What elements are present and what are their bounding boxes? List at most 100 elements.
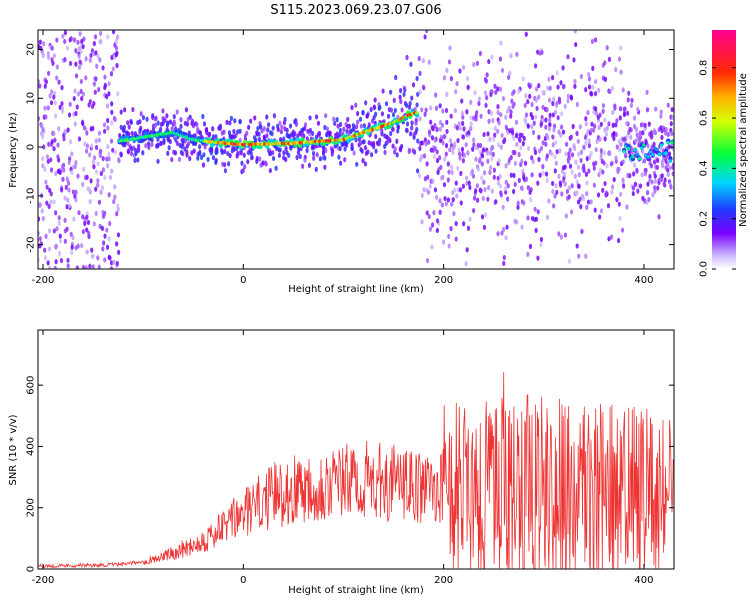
heatmap-cell [641,150,645,156]
heatmap-cell [374,111,378,117]
heatmap-cell [38,216,41,222]
heatmap-cell [161,108,165,114]
heatmap-cell [60,187,64,193]
heatmap-cell [520,132,524,138]
heatmap-cell [240,160,244,166]
colorbar-ticks: 0.0 0.2 0.4 0.6 0.8 [699,60,736,277]
heatmap-cell [621,159,625,165]
heatmap-cell [582,144,586,151]
heatmap-cell [467,130,471,136]
heatmap-cell [485,72,489,78]
heatmap-cell [529,197,533,203]
heatmap-cell [521,141,525,147]
heatmap-cell [425,258,430,264]
heatmap-cell [238,128,242,134]
heatmap-cell [480,175,484,181]
heatmap-cell [338,146,342,152]
heatmap-cell [52,228,56,234]
heatmap-cell [440,202,444,208]
heatmap-cell [88,57,92,63]
heatmap-cell [490,89,494,95]
heatmap-cell [641,130,645,136]
heatmap-cell [574,41,578,48]
heatmap-cell [383,149,387,156]
heatmap-cell [58,233,62,239]
heatmap-cell [442,182,447,188]
heatmap-cell [96,177,100,184]
heatmap-cell [450,164,454,170]
heatmap-cell [271,150,275,156]
heatmap-cell [107,192,111,198]
heatmap-cell [101,65,105,71]
heatmap-cell [381,88,385,94]
heatmap-cell [493,132,497,138]
heatmap-cell [57,126,61,132]
heatmap-cell [64,184,68,190]
heatmap-cell [650,179,654,185]
heatmap-cell [256,125,260,132]
heatmap-cell [61,176,65,182]
heatmap-cell [517,88,521,94]
heatmap-cell [202,121,207,127]
heatmap-cell [592,165,596,171]
heatmap-cell [534,86,539,92]
heatmap-cell [343,157,347,163]
heatmap-cell [154,115,158,121]
heatmap-cell [301,163,305,169]
heatmap-cell [474,188,478,194]
heatmap-cell [605,45,609,51]
heatmap-cell [60,108,65,115]
heatmap-cell [410,125,414,131]
heatmap-cell [561,84,566,90]
heatmap-cell [68,203,72,209]
heatmap-cell [444,142,449,149]
heatmap-cell [214,159,218,166]
heatmap-cell [515,133,519,139]
heatmap-cell [367,122,371,128]
heatmap-cell [492,136,496,142]
heatmap-cell [548,85,552,91]
heatmap-cell [81,229,85,235]
heatmap-cell [528,189,532,195]
heatmap-cell [555,149,559,155]
heatmap-cell [369,106,373,113]
heatmap-cell [438,209,442,215]
heatmap-cell [201,162,206,168]
heatmap-cell [82,36,86,42]
heatmap-cell [65,204,69,210]
heatmap-cell [338,121,343,128]
heatmap-cell [493,125,497,132]
heatmap-cell [136,157,140,163]
heatmap-cell [391,143,395,149]
heatmap-cell [278,147,282,153]
heatmap-cell [445,119,449,125]
heatmap-cell [79,88,83,95]
heatmap-cell [107,91,111,97]
heatmap-cell [363,161,368,167]
heatmap-cell [446,161,450,167]
heatmap-cell [589,127,593,134]
colorbar-tick-label: 0.4 [699,160,710,176]
heatmap-cell [311,130,315,137]
heatmap-cell [415,75,419,82]
heatmap-cell [568,147,572,153]
heatmap-cell [478,156,482,162]
heatmap-cell [535,105,539,112]
heatmap-cell [38,236,42,242]
heatmap-cell [257,131,261,137]
heatmap-cell [670,140,674,145]
heatmap-cell [573,78,577,85]
heatmap-cell [201,113,205,120]
heatmap-cell [45,184,49,190]
heatmap-cell [87,102,91,108]
heatmap-cell [396,128,400,134]
heatmap-cell [506,196,510,202]
heatmap-cell [409,61,413,67]
heatmap-cell [593,91,598,97]
heatmap-cell [621,177,625,183]
heatmap-cell [324,113,328,119]
heatmap-cell [45,154,50,160]
heatmap-cell [465,109,469,115]
heatmap-cell [442,75,447,81]
heatmap-cell [87,186,91,192]
